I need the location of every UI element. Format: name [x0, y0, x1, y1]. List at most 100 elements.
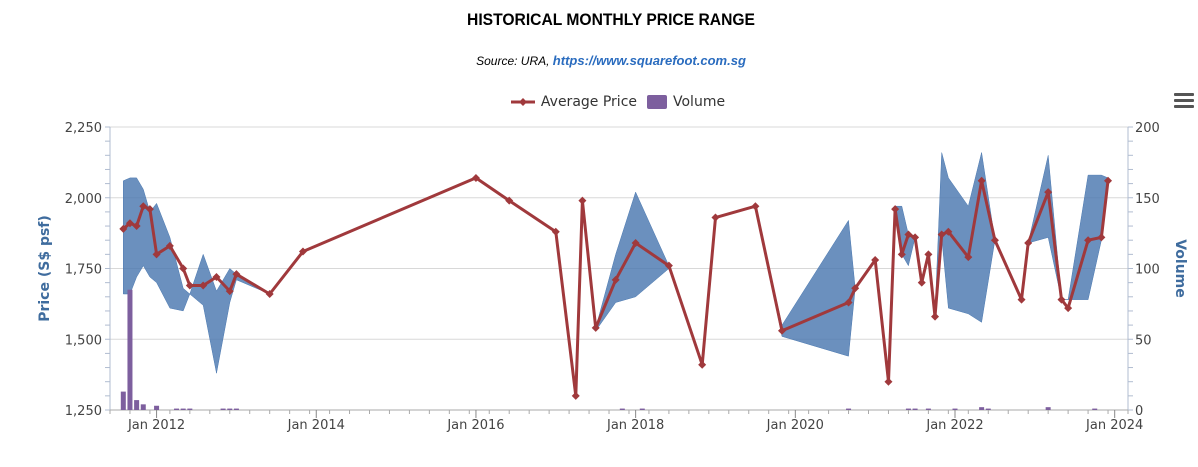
average-price-point: [937, 230, 946, 239]
average-price-point: [1044, 188, 1053, 197]
average-price-point: [265, 289, 274, 298]
chart-title: HISTORICAL MONTHLY PRICE RANGE: [467, 10, 755, 29]
volume-bar: [639, 408, 645, 410]
volume-bar: [134, 400, 140, 410]
average-price-point: [1097, 233, 1106, 242]
x-axis-tick-label: Jan 2014: [287, 418, 345, 433]
average-price-point: [711, 213, 720, 222]
volume-bar: [233, 408, 239, 410]
average-price-point: [1017, 295, 1026, 304]
average-price-point: [964, 253, 973, 262]
average-price-point: [1057, 295, 1066, 304]
average-price-line: [122, 176, 1110, 398]
volume-legend-symbol: [647, 95, 667, 109]
average-price-point: [1024, 239, 1033, 248]
subtitle-source: Source: URA,: [476, 54, 553, 68]
average-price-point: [165, 241, 174, 250]
y-axis-title: Price (S$ psf): [37, 215, 53, 322]
average-price-point: [199, 281, 208, 290]
price-range-band: [123, 152, 1109, 396]
volume-bar: [220, 408, 226, 410]
average-price-point: [232, 270, 241, 279]
legend-label-average-price: Average Price: [540, 94, 637, 110]
average-price-point: [505, 196, 514, 205]
average-price-point: [571, 391, 580, 400]
average-price-point: [119, 224, 128, 233]
legend-item-volume[interactable]: Volume: [647, 94, 725, 110]
average-price-point: [944, 227, 953, 236]
volume-bar: [127, 289, 133, 410]
y2-axis-tick-label: 0: [1135, 404, 1143, 419]
average-price-point: [751, 202, 760, 211]
average-price-point: [152, 250, 161, 259]
volume-bar: [120, 391, 126, 410]
average-price-point: [1084, 236, 1093, 245]
average-price-point: [917, 278, 926, 287]
volume-bar: [979, 407, 985, 410]
volume-bar: [905, 408, 911, 410]
average-price-point: [884, 377, 893, 386]
volume-bar: [1092, 408, 1098, 410]
average-price-point: [844, 298, 853, 307]
y-axis-tick-label: 2,250: [65, 121, 102, 136]
average-price-point: [591, 323, 600, 332]
average-price-point: [1104, 176, 1113, 185]
x-axis-tick-label: Jan 2018: [606, 418, 664, 433]
average-price-point: [578, 196, 587, 205]
average-price-point: [897, 250, 906, 259]
volume-bar: [180, 408, 186, 410]
y-axis-tick-label: 1,250: [65, 404, 102, 419]
chart-subtitle: Source: URA, https://www.squarefoot.com.…: [0, 53, 1198, 68]
average-price-point: [611, 275, 620, 284]
volume-bar: [227, 408, 233, 410]
volume-bar: [985, 408, 991, 410]
source-link[interactable]: https://www.squarefoot.com.sg: [552, 53, 746, 68]
average-price-point: [778, 326, 787, 335]
volume-bar: [912, 408, 918, 410]
y-axis-tick-label: 2,000: [65, 192, 102, 207]
average-price-point: [871, 256, 880, 265]
volume-bar: [174, 408, 180, 410]
average-price-point: [851, 284, 860, 293]
average-price-point: [145, 205, 154, 214]
y2-axis-tick-label: 50: [1135, 333, 1152, 348]
y2-axis-tick-label: 200: [1135, 121, 1160, 136]
average-price-point: [139, 202, 148, 211]
y2-axis-title: Volume: [1172, 239, 1188, 298]
average-price-point: [212, 272, 221, 281]
x-axis-tick-label: Jan 2020: [766, 418, 824, 433]
volume-bar: [925, 408, 931, 410]
x-axis-tick-label: Jan 2024: [1085, 418, 1143, 433]
average-price-point: [924, 250, 933, 259]
x-axis-tick-label: Jan 2022: [925, 418, 983, 433]
average-price-point: [125, 219, 134, 228]
volume-bar: [952, 408, 958, 410]
average-price-legend-symbol: [510, 98, 535, 106]
hamburger-menu-icon[interactable]: [1174, 93, 1194, 111]
volume-bar: [154, 405, 160, 410]
legend-item-average-price[interactable]: Average Price: [510, 94, 637, 110]
volume-bar: [846, 408, 852, 410]
average-price-point: [911, 233, 920, 242]
average-price-point: [698, 360, 707, 369]
average-price-point: [990, 236, 999, 245]
x-axis-tick-label: Jan 2012: [127, 418, 185, 433]
average-price-point: [931, 312, 940, 321]
x-axis-tick-label: Jan 2016: [446, 418, 504, 433]
average-price-point: [471, 173, 480, 182]
average-price-point: [298, 247, 307, 256]
volume-bar: [619, 408, 625, 410]
average-price-point: [904, 230, 913, 239]
average-price-point: [551, 227, 560, 236]
volume-bar: [187, 408, 193, 410]
average-price-point: [225, 287, 234, 296]
y2-axis-tick-label: 150: [1135, 192, 1160, 207]
average-price-point: [631, 239, 640, 248]
average-price-point: [664, 261, 673, 270]
average-price-point: [132, 222, 141, 231]
average-price-point: [977, 176, 986, 185]
chart-legend: Average Price Volume: [0, 94, 1198, 110]
average-price-point: [891, 205, 900, 214]
